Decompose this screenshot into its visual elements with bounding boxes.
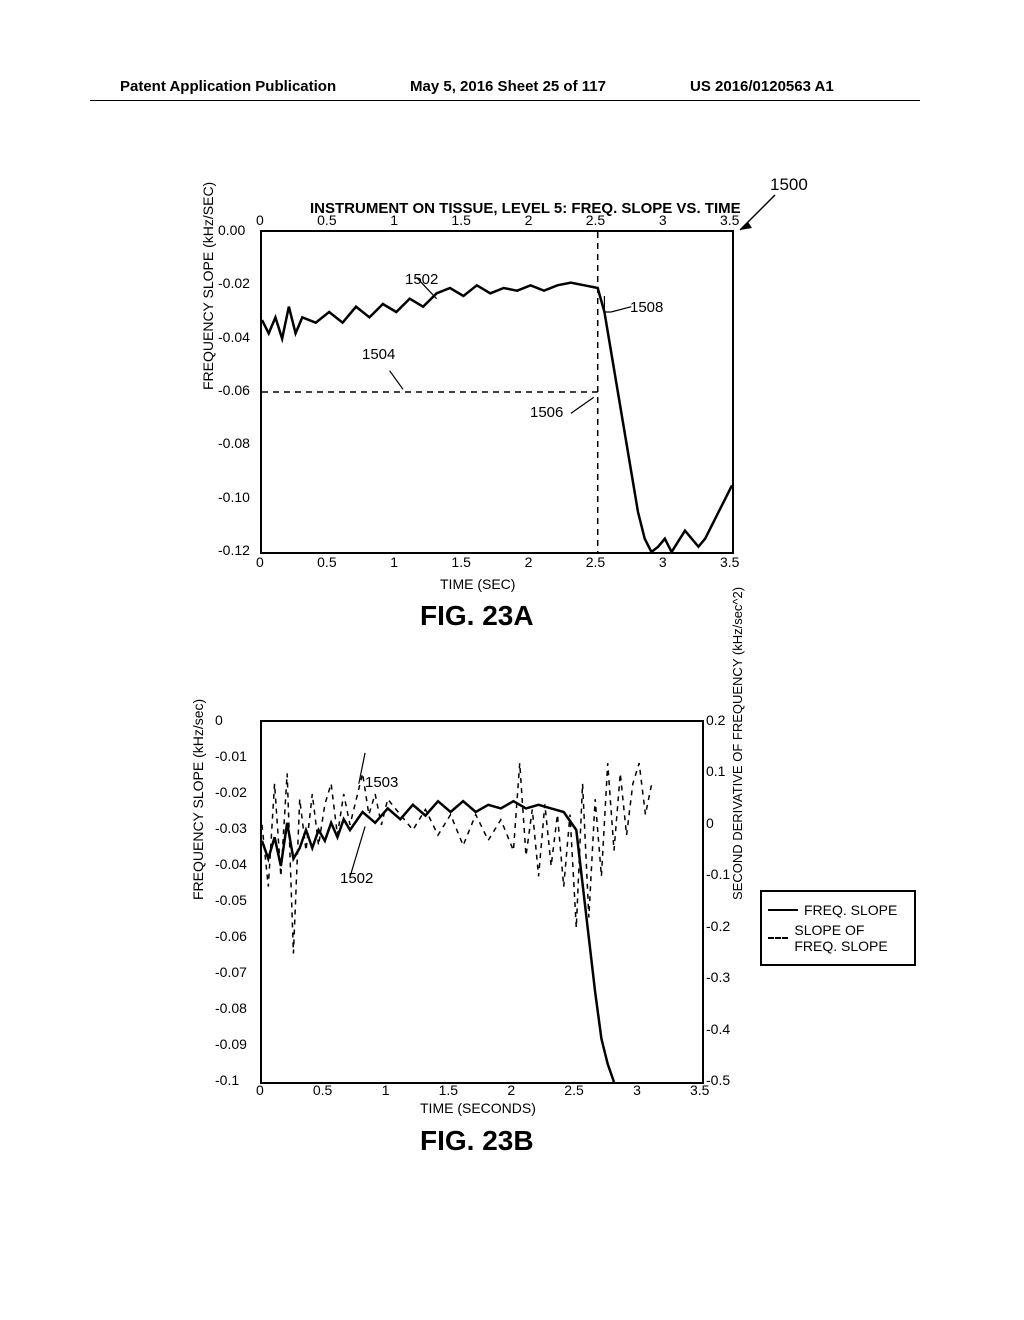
- chart-a-xtick-bottom: 3: [659, 554, 667, 570]
- chart-a-xtick-bottom: 2: [525, 554, 533, 570]
- chart-b-ytick-left: -0.01: [215, 748, 247, 764]
- chart-b-ytick-right: 0.1: [706, 763, 725, 779]
- chart-b-ytick-right: 0: [706, 815, 714, 831]
- chart-a-xtick-top: 2.5: [586, 212, 605, 228]
- chart-a-xtick-top: 0.5: [317, 212, 336, 228]
- chart-b-legend: FREQ. SLOPE SLOPE OF FREQ. SLOPE: [760, 890, 916, 966]
- header-rule: [90, 100, 920, 101]
- pointer-1500-arrow: [0, 0, 1024, 1320]
- header-right: US 2016/0120563 A1: [690, 78, 834, 95]
- fig-23b-caption: FIG. 23B: [420, 1125, 534, 1157]
- header-center: May 5, 2016 Sheet 25 of 117: [410, 78, 606, 95]
- chart-b-ytick-right: -0.1: [706, 866, 730, 882]
- chart-a-xlabel: TIME (SEC): [440, 576, 515, 592]
- chart-b-ytick-left: -0.09: [215, 1036, 247, 1052]
- patent-page: Patent Application Publication May 5, 20…: [0, 0, 1024, 1320]
- annot-1502b: 1502: [340, 870, 373, 887]
- chart-a-xtick-top: 1.5: [451, 212, 470, 228]
- chart-a-xtick-bottom: 3.5: [720, 554, 739, 570]
- chart-b-xlabel: TIME (SECONDS): [420, 1100, 536, 1116]
- chart-a-plot-area: [260, 230, 734, 554]
- chart-b-ytick-left: 0: [215, 712, 223, 728]
- chart-b-ylabel-left: FREQUENCY SLOPE (kHz/sec): [190, 699, 206, 900]
- chart-b-svg: [262, 722, 702, 1082]
- chart-b-xtick: 0.5: [313, 1082, 332, 1098]
- chart-a-xtick-top: 0: [256, 212, 264, 228]
- chart-b-ytick-left: -0.02: [215, 784, 247, 800]
- legend-freq-slope: FREQ. SLOPE: [768, 902, 908, 918]
- chart-a-xtick-top: 2: [525, 212, 533, 228]
- chart-b-xtick: 1: [382, 1082, 390, 1098]
- chart-b-plot-area: [260, 720, 704, 1084]
- chart-b-ytick-left: -0.1: [215, 1072, 239, 1088]
- header-left: Patent Application Publication: [120, 78, 336, 95]
- chart-a-ytick: -0.06: [218, 382, 250, 398]
- chart-b-ytick-left: -0.07: [215, 964, 247, 980]
- chart-a-xtick-bottom: 0.5: [317, 554, 336, 570]
- legend-dashed-line-icon: [768, 937, 788, 939]
- chart-a-ytick: -0.10: [218, 489, 250, 505]
- annot-1506: 1506: [530, 404, 563, 421]
- annot-1503: 1503: [365, 774, 398, 791]
- legend-solid-line-icon: [768, 909, 798, 911]
- chart-b-ytick-right: -0.3: [706, 969, 730, 985]
- chart-b-ytick-right: -0.4: [706, 1021, 730, 1037]
- legend-freq-slope-label: FREQ. SLOPE: [804, 902, 897, 918]
- chart-a-xtick-top: 1: [390, 212, 398, 228]
- chart-b-ytick-left: -0.04: [215, 856, 247, 872]
- chart-a-ytick: -0.12: [218, 542, 250, 558]
- legend-slope-of: SLOPE OF FREQ. SLOPE: [768, 922, 908, 954]
- chart-b-ylabel-right: SECOND DERIVATIVE OF FREQUENCY (kHz/sec^…: [730, 587, 745, 900]
- chart-b-xtick: 2.5: [564, 1082, 583, 1098]
- annot-1508: 1508: [630, 299, 663, 316]
- chart-b-ytick-right: -0.5: [706, 1072, 730, 1088]
- chart-b-ytick-left: -0.05: [215, 892, 247, 908]
- annot-1502: 1502: [405, 271, 438, 288]
- chart-a-ytick: -0.04: [218, 329, 250, 345]
- chart-a-xtick-top: 3.5: [720, 212, 739, 228]
- chart-b-ytick-right: 0.2: [706, 712, 725, 728]
- chart-a-svg: [262, 232, 732, 552]
- chart-a-xtick-top: 3: [659, 212, 667, 228]
- chart-a-xtick-bottom: 1: [390, 554, 398, 570]
- chart-b-ytick-left: -0.08: [215, 1000, 247, 1016]
- chart-a-xtick-bottom: 2.5: [586, 554, 605, 570]
- chart-a-ytick: 0.00: [218, 222, 245, 238]
- chart-b-xtick: 2: [507, 1082, 515, 1098]
- chart-b-ytick-right: -0.2: [706, 918, 730, 934]
- chart-b-ytick-left: -0.03: [215, 820, 247, 836]
- chart-a-xtick-bottom: 1.5: [451, 554, 470, 570]
- chart-b-xtick: 0: [256, 1082, 264, 1098]
- chart-a-ytick: -0.08: [218, 435, 250, 451]
- figure-ref-1500: 1500: [770, 175, 808, 195]
- chart-b-xtick: 3: [633, 1082, 641, 1098]
- annot-1504: 1504: [362, 346, 395, 363]
- chart-b-xtick: 1.5: [439, 1082, 458, 1098]
- chart-b-ytick-left: -0.06: [215, 928, 247, 944]
- chart-a-ylabel: FREQUENCY SLOPE (kHz/SEC): [200, 182, 216, 390]
- fig-23a-caption: FIG. 23A: [420, 600, 534, 632]
- chart-a-xtick-bottom: 0: [256, 554, 264, 570]
- chart-a-ytick: -0.02: [218, 275, 250, 291]
- legend-slope-of-label: SLOPE OF FREQ. SLOPE: [794, 922, 908, 954]
